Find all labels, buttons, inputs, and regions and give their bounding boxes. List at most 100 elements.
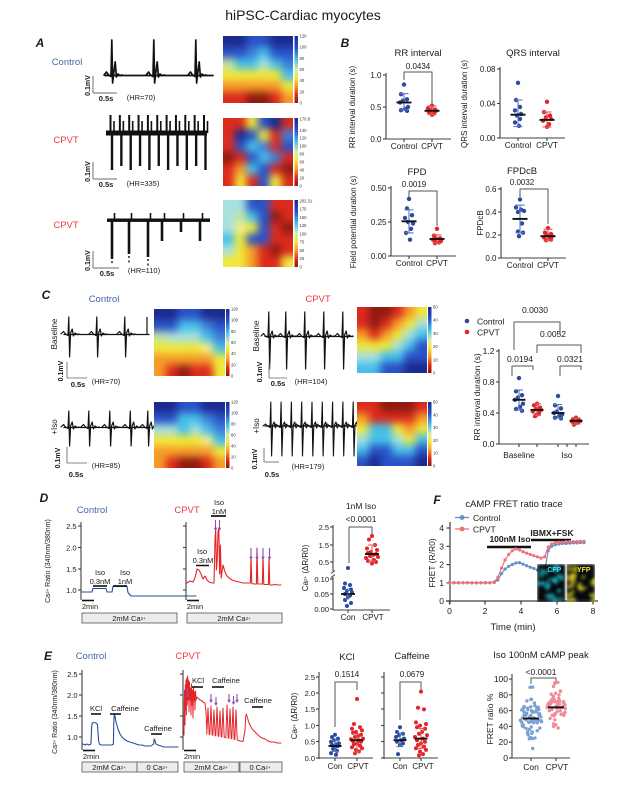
svg-text:CPVT: CPVT [473,525,496,535]
svg-text:A: A [35,36,45,50]
svg-text:IBMX+FSK: IBMX+FSK [530,528,574,538]
svg-text:CPVT: CPVT [477,328,500,338]
svg-text:CPVT: CPVT [537,261,559,270]
svg-text:0.5s: 0.5s [265,470,280,479]
svg-text:100nM Iso: 100nM Iso [489,534,530,544]
svg-text:0.0: 0.0 [305,754,315,763]
svg-text:(HR=70): (HR=70) [127,93,156,102]
svg-text:120: 120 [300,136,308,141]
svg-text:20: 20 [231,455,236,460]
svg-text:25: 25 [300,256,305,261]
svg-text:RR interval duration (s): RR interval duration (s) [348,66,357,149]
svg-text:40: 40 [231,444,236,449]
svg-text:202.31: 202.31 [300,199,313,204]
svg-text:100: 100 [494,674,508,684]
svg-text:2min: 2min [82,602,98,611]
svg-text:+Iso: +Iso [252,418,261,434]
svg-text:0.4: 0.4 [485,208,497,217]
svg-text:1.0: 1.0 [66,586,76,595]
svg-text:100: 100 [300,231,308,236]
svg-text:80: 80 [499,690,509,700]
svg-text:80: 80 [231,422,236,427]
svg-text:1.5: 1.5 [319,541,329,550]
svg-text:0.5: 0.5 [370,103,382,112]
svg-text:50: 50 [300,248,305,253]
svg-text:20: 20 [433,344,438,349]
svg-text:(HR=85): (HR=85) [92,461,121,470]
svg-text:FPDcB: FPDcB [507,166,537,177]
svg-text:Ca2+ (ΔR/R0): Ca2+ (ΔR/R0) [290,692,299,739]
svg-text:CPVT: CPVT [546,762,569,772]
svg-text:0.5s: 0.5s [99,94,114,103]
svg-text:2min: 2min [187,602,203,611]
svg-text:E: E [44,649,53,663]
svg-text:40: 40 [499,721,509,731]
svg-text:100: 100 [231,318,239,323]
svg-text:0.00: 0.00 [314,605,329,614]
svg-text:0.1mV: 0.1mV [257,361,264,382]
svg-text:1nM Iso: 1nM Iso [346,501,377,511]
svg-text:0.1mV: 0.1mV [85,161,92,182]
svg-text:Iso: Iso [95,568,105,577]
svg-text:1.5: 1.5 [66,565,76,574]
svg-text:60: 60 [231,433,236,438]
svg-text:(HR=70): (HR=70) [92,377,121,386]
svg-text:0.8: 0.8 [483,377,495,387]
svg-text:6: 6 [555,606,560,616]
svg-text:0.6: 0.6 [485,185,497,194]
svg-text:170.8: 170.8 [300,117,311,122]
svg-text:0.0194: 0.0194 [507,354,533,364]
svg-text:0.3nM: 0.3nM [193,556,214,565]
svg-text:0.0: 0.0 [483,439,495,449]
svg-text:CPVT: CPVT [536,141,558,150]
svg-text:1nM: 1nM [118,577,133,586]
svg-text:KCl: KCl [192,676,204,685]
svg-text:0.0434: 0.0434 [406,62,431,71]
svg-text:0.1mV: 0.1mV [252,448,259,469]
svg-text:1nM: 1nM [212,507,227,516]
svg-text:Ca2+ (ΔR/R0): Ca2+ (ΔR/R0) [301,544,310,591]
svg-text:Baseline: Baseline [50,318,59,349]
svg-text:20: 20 [300,176,305,181]
svg-text:60: 60 [300,160,305,165]
svg-text:CPVT: CPVT [362,613,383,622]
svg-text:Time (min): Time (min) [490,622,535,633]
svg-text:30: 30 [433,331,438,336]
svg-text:0 Ca2+: 0 Ca2+ [250,763,271,772]
svg-text:CPVT: CPVT [347,762,368,771]
svg-text:cAMP FRET ratio trace: cAMP FRET ratio trace [465,499,562,510]
svg-text:QRS interval: QRS interval [506,48,560,59]
svg-text:0: 0 [439,596,444,606]
svg-text:CPVT: CPVT [412,762,433,771]
svg-text:0.2: 0.2 [485,231,497,240]
svg-text:50: 50 [433,305,438,310]
svg-text:Baseline: Baseline [503,451,535,460]
svg-text:0.0052: 0.0052 [540,329,566,339]
svg-text:hiPSC-Cardiac myocytes: hiPSC-Cardiac myocytes [225,7,381,23]
svg-text:Iso: Iso [120,568,130,577]
svg-text:Ca2+ Ratio (340nm/380nm): Ca2+ Ratio (340nm/380nm) [45,519,53,603]
svg-text:0.08: 0.08 [480,65,496,74]
svg-text:Iso 100nM cAMP peak: Iso 100nM cAMP peak [493,650,589,661]
svg-text:0.5s: 0.5s [100,269,115,278]
svg-text:20: 20 [433,438,438,443]
svg-text:75: 75 [300,240,305,245]
svg-text:125: 125 [300,223,308,228]
svg-text:175: 175 [300,207,308,212]
svg-text:2.5: 2.5 [305,673,315,682]
svg-text:Caffeine: Caffeine [244,696,272,705]
svg-text:0.00: 0.00 [371,252,387,261]
svg-text:Iso: Iso [214,498,224,507]
svg-text:2mM Ca2+: 2mM Ca2+ [217,614,251,623]
svg-text:0.10: 0.10 [314,575,329,584]
svg-text:0.0019: 0.0019 [402,180,427,189]
svg-text:3: 3 [439,541,444,551]
svg-text:Control: Control [89,294,120,305]
svg-text:0.0032: 0.0032 [510,178,535,187]
svg-text:KCl: KCl [339,652,354,663]
svg-text:40: 40 [231,351,236,356]
svg-text:0: 0 [433,464,436,469]
svg-text:CPVT: CPVT [53,220,79,231]
svg-text:1.5: 1.5 [305,705,315,714]
svg-text:CPVT: CPVT [305,294,331,305]
